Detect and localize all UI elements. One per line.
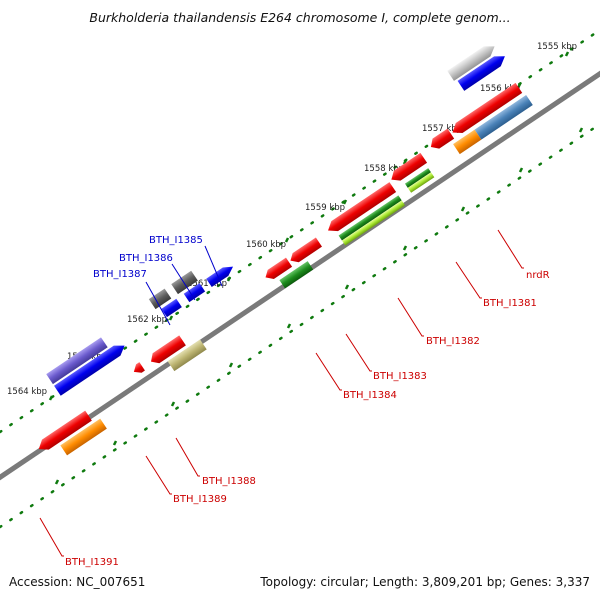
gene-arrow-red[interactable] [263, 257, 293, 283]
gene-arrow-red[interactable] [148, 335, 186, 366]
gene-arrow-purple[interactable] [46, 337, 108, 385]
gene-label-nrdr[interactable]: nrdR [526, 270, 550, 281]
gene-label-bth-i1383[interactable]: BTH_I1383 [373, 371, 427, 382]
gene-arrow-red[interactable] [428, 128, 455, 152]
gene-arrow-blue[interactable] [183, 283, 206, 303]
gene-arrow-green[interactable] [279, 261, 314, 289]
gene-arrow-blue[interactable] [206, 263, 236, 288]
gene-arrow-red[interactable] [131, 362, 145, 376]
inner-major-ticks [54, 127, 584, 485]
gene-arrow-orange[interactable] [453, 129, 482, 155]
gene-arrow-lime[interactable] [341, 200, 406, 246]
tick-label: 1564 kbp [7, 387, 47, 397]
gene-arrow-green[interactable] [338, 195, 402, 241]
gene-arrow-steel[interactable] [474, 95, 533, 140]
map-title: Burkholderia thailandensis E264 chromoso… [89, 10, 511, 25]
tick-label: 1560 kbp [246, 240, 286, 250]
gene-label-bth-i1389[interactable]: BTH_I1389 [173, 494, 227, 505]
gene-arrow-blue[interactable] [161, 298, 182, 318]
tick-label: 1559 kbp [305, 203, 345, 213]
gene-arrow-red[interactable] [288, 237, 322, 266]
gene-arrow-blue[interactable] [54, 341, 128, 396]
tick-label: 1556 kbp [480, 84, 520, 94]
accession-text: Accession: NC_007651 [9, 575, 146, 589]
tick-label: 1558 kbp [364, 164, 404, 174]
tick-labels: 1555 kbp 1556 kbp 1557 kbp 1558 kbp 1559… [7, 42, 577, 397]
gene-arrow-orange[interactable] [60, 418, 107, 456]
gene-arrow-red[interactable] [325, 182, 397, 235]
topology-text: Topology: circular; Length: 3,809,201 bp… [260, 575, 590, 589]
tick-label: 1555 kbp [537, 42, 577, 52]
gene-labels-upper: BTH_I1385 BTH_I1386 BTH_I1387 [93, 235, 203, 280]
gene-arrow-red[interactable] [35, 410, 92, 454]
tick-label: 1561 kbp [187, 279, 227, 289]
tick-label: 1557 kbp [422, 124, 462, 134]
gene-label-bth-i1384[interactable]: BTH_I1384 [343, 390, 397, 401]
gene-arrow-red[interactable] [449, 82, 523, 138]
gene-label-bth-i1387[interactable]: BTH_I1387 [93, 269, 147, 280]
gene-arrow-gray[interactable] [171, 270, 198, 295]
gene-label-bth-i1391[interactable]: BTH_I1391 [65, 557, 119, 568]
leader-lines-upper [145, 245, 223, 326]
gene-arrow-olive[interactable] [167, 339, 207, 372]
gene-label-bth-i1381[interactable]: BTH_I1381 [483, 298, 537, 309]
gene-label-bth-i1386[interactable]: BTH_I1386 [119, 253, 173, 264]
gene-arrow-red[interactable] [388, 152, 428, 185]
gene-label-bth-i1385[interactable]: BTH_I1385 [149, 235, 203, 246]
leader-lines-lower [39, 229, 524, 557]
gene-arrow-blue[interactable] [457, 51, 509, 91]
gene-arrow-gray[interactable] [148, 288, 172, 310]
gene-labels-lower: nrdR BTH_I1381 BTH_I1382 BTH_I1383 BTH_I… [65, 270, 550, 568]
inner-tick-ring [0, 122, 600, 529]
gene-label-bth-i1388[interactable]: BTH_I1388 [202, 476, 256, 487]
gene-track [35, 41, 533, 456]
gene-label-bth-i1382[interactable]: BTH_I1382 [426, 336, 480, 347]
gene-arrow-green[interactable] [404, 168, 431, 188]
tick-label: 1562 kbp [127, 315, 167, 325]
gene-arrow-lime[interactable] [407, 172, 435, 193]
gene-arrow-silver[interactable] [447, 41, 498, 81]
